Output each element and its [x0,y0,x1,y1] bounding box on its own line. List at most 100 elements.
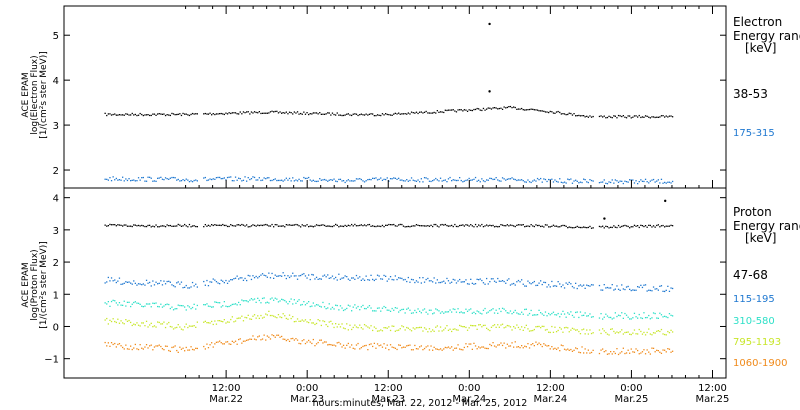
data-point [150,322,152,324]
data-point [362,304,364,307]
data-point [225,179,227,181]
data-point [590,284,593,286]
data-point [260,112,262,115]
data-point [490,309,493,311]
data-point [298,225,300,227]
data-point [271,314,273,317]
data-point [530,330,532,332]
data-point [257,224,259,226]
data-point [284,226,286,228]
data-point [432,180,434,182]
data-point [484,324,486,326]
data-point [608,115,610,117]
data-point [570,283,572,285]
data-point [482,282,485,284]
data-point [239,178,241,180]
data-point [180,281,183,283]
data-point [503,327,505,329]
data-point [144,325,146,327]
data-point [536,314,539,316]
data-point [319,278,321,280]
data-point [527,280,529,282]
data-point [436,309,438,311]
proton-legend-entry-4: 795-1193 [733,337,781,348]
data-point [295,223,297,226]
data-point [164,304,167,306]
data-point [107,342,109,344]
data-point [347,304,349,306]
data-point [300,180,302,182]
data-point [184,286,186,288]
data-point [145,344,148,346]
data-point [311,342,313,345]
proton-legend-entry-2: 115-195 [733,294,775,305]
data-point [250,178,253,180]
data-point [460,348,462,351]
data-point [347,113,349,115]
data-point [664,116,666,118]
data-point [265,178,267,180]
data-point [470,224,472,226]
data-point [274,316,276,318]
data-point [250,278,253,281]
data-point [406,226,408,228]
data-point [145,114,148,116]
data-point [137,302,140,304]
data-point [651,116,653,118]
data-point [637,116,639,118]
data-point [407,112,409,114]
data-point [375,278,377,280]
data-point [407,276,409,279]
data-point [378,345,380,347]
data-point [619,315,621,317]
data-point [500,107,502,109]
data-point [285,277,287,280]
data-point [141,284,143,286]
data-point [651,347,653,349]
data-point [372,177,374,179]
data-point [433,330,435,332]
data-point [308,226,310,228]
data-point [114,279,116,281]
data-point [519,224,521,226]
data-point [590,351,593,354]
data-point [346,276,348,278]
data-point [362,114,364,116]
data-point [562,224,564,227]
data-point [412,112,414,114]
data-point [150,344,152,346]
data-point [652,347,655,349]
data-point [635,316,637,318]
data-point [287,338,289,341]
data-point [501,224,504,226]
data-point [134,282,136,284]
data-point [463,109,465,111]
data-point [217,341,219,343]
data-point [649,180,651,182]
data-point [465,343,467,345]
data-point [427,178,429,180]
data-point [385,327,387,329]
electron-legend-title-line3: [keV] [745,41,776,55]
data-point [149,345,151,347]
data-point [565,182,567,184]
data-point [444,327,446,329]
data-point [357,114,359,117]
data-point [323,224,326,227]
data-point [161,323,164,325]
data-point [136,284,138,286]
data-point [560,181,562,183]
data-point [576,180,578,182]
data-point [517,179,520,181]
data-point [223,319,225,321]
data-point [559,326,561,329]
data-point [249,299,251,301]
data-point [359,348,361,350]
data-point [522,283,524,285]
data-point [180,328,183,330]
data-point [118,277,121,279]
data-point [346,344,348,346]
data-point [346,323,348,325]
data-point [393,309,395,311]
data-point [587,226,589,229]
